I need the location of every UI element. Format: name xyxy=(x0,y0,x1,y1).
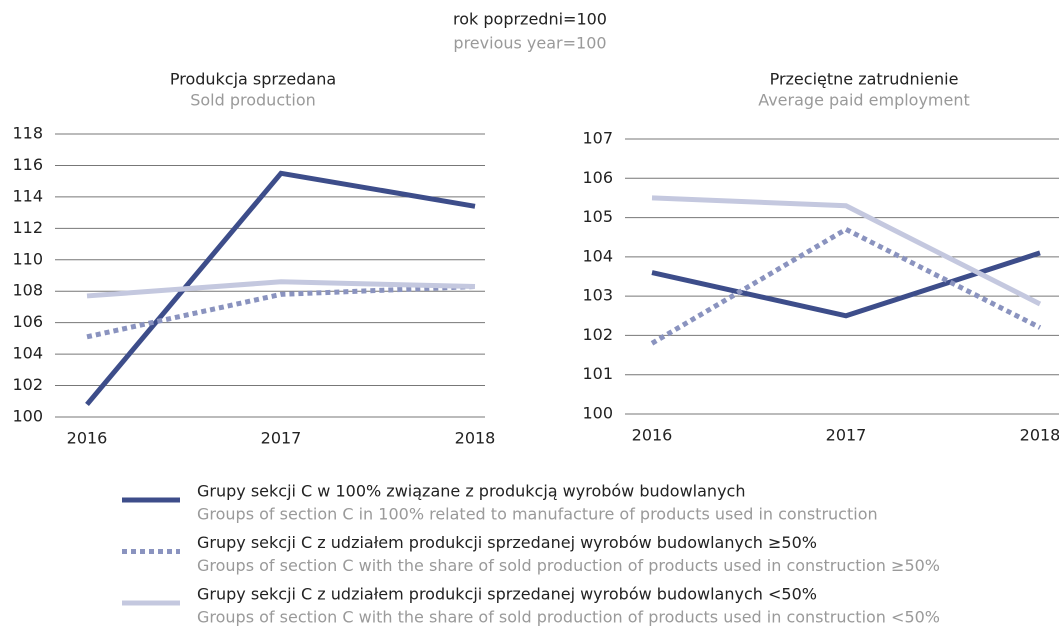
x-tick-label: 2018 xyxy=(455,429,496,448)
x-tick-label: 2016 xyxy=(67,429,108,448)
chart-subtitle: Average paid employment xyxy=(758,91,970,110)
y-tick-label: 102 xyxy=(582,325,613,344)
y-tick-label: 100 xyxy=(582,404,613,423)
chart-title: Produkcja sprzedana xyxy=(170,70,336,89)
x-tick-label: 2017 xyxy=(826,426,867,445)
series-line xyxy=(86,279,476,299)
legend-label-en: Groups of section C with the share of so… xyxy=(197,556,940,575)
title: rok poprzedni=100 xyxy=(453,10,607,29)
series-line xyxy=(85,170,476,407)
y-tick-label: 106 xyxy=(582,168,613,187)
y-tick-label: 106 xyxy=(12,312,43,331)
x-tick-label: 2016 xyxy=(632,426,673,445)
chart-subtitle: Sold production xyxy=(190,91,316,110)
y-tick-label: 103 xyxy=(582,286,613,305)
y-tick-label: 108 xyxy=(12,281,43,300)
legend-label-en: Groups of section C in 100% related to m… xyxy=(197,505,878,524)
y-tick-label: 104 xyxy=(12,344,43,363)
series-line xyxy=(650,226,1042,346)
legend-label: Grupy sekcji C z udziałem produkcji sprz… xyxy=(197,533,817,552)
y-tick-label: 114 xyxy=(12,186,43,205)
series-line xyxy=(651,250,1041,319)
legend-label: Grupy sekcji C z udziałem produkcji sprz… xyxy=(197,585,817,604)
y-tick-label: 105 xyxy=(582,207,613,226)
legend-label: Grupy sekcji C w 100% związane z produkc… xyxy=(197,482,745,501)
y-tick-label: 118 xyxy=(12,124,43,143)
y-tick-label: 107 xyxy=(582,129,613,148)
series-line xyxy=(86,284,476,340)
y-tick-label: 112 xyxy=(12,218,43,237)
x-tick-label: 2018 xyxy=(1020,426,1059,445)
y-tick-label: 110 xyxy=(12,249,43,268)
x-tick-label: 2017 xyxy=(261,429,302,448)
y-tick-label: 116 xyxy=(12,155,43,174)
y-tick-label: 102 xyxy=(12,375,43,394)
y-tick-label: 101 xyxy=(582,364,613,383)
series-line xyxy=(651,195,1042,307)
y-tick-label: 100 xyxy=(12,407,43,426)
subtitle: previous year=100 xyxy=(453,34,606,53)
legend-label-en: Groups of section C with the share of so… xyxy=(197,608,940,627)
y-tick-label: 104 xyxy=(582,246,613,265)
chart-title: Przeciętne zatrudnienie xyxy=(770,70,959,89)
